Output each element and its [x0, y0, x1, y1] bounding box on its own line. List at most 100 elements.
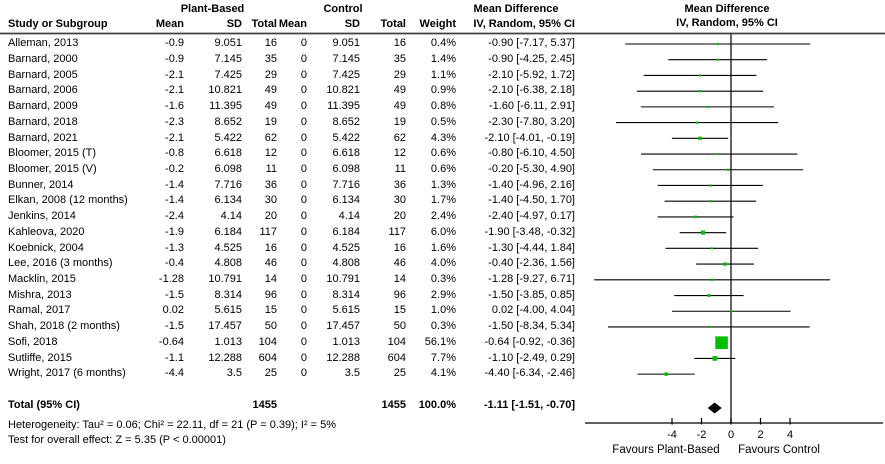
column-header-mean-difference-text: Mean Difference: [473, 3, 559, 15]
weight-value: 1.4%: [430, 52, 456, 65]
pb-total: 62: [264, 131, 277, 144]
effect-square: [700, 230, 706, 235]
pb-mean: -1.3: [165, 241, 184, 254]
pb-mean: -1.5: [165, 288, 184, 301]
heterogeneity-stats: Heterogeneity: Tau² = 0.06; Chi² = 22.11…: [8, 419, 337, 431]
ctrl-sd: 4.14: [338, 210, 360, 223]
pb-mean: -0.4: [165, 257, 184, 270]
ctrl-total: 29: [393, 68, 406, 81]
weight-value: 1.6%: [430, 241, 456, 254]
study-row: Wright, 2017 (6 months) -4.4 3.5 25 0 3.5 25 4.…: [8, 366, 575, 382]
ctrl-mean: 0: [300, 115, 307, 128]
ctrl-mean: 0: [300, 288, 307, 301]
pb-total: 19: [264, 115, 277, 128]
ci-text: -1.28 [-9.27, 6.71]: [488, 272, 575, 285]
ci-text: -0.40 [-2.36, 1.56]: [488, 257, 575, 270]
axis-tick-label: 0: [728, 429, 734, 441]
ctrl-sd: 8.652: [332, 115, 360, 128]
ctrl-sd: 7.425: [332, 68, 360, 81]
ctrl-total: 16: [393, 37, 406, 50]
ci-text: -1.60 [-6.11, 2.91]: [488, 100, 575, 113]
pb-total: 25: [264, 367, 277, 380]
ci-text: -1.40 [-4.50, 1.70]: [488, 194, 575, 207]
ci-text: -0.80 [-6.10, 4.50]: [488, 147, 575, 160]
ctrl-sd: 5.615: [332, 304, 360, 317]
weight-value: 0.8%: [430, 100, 456, 113]
pb-sd: 8.314: [214, 288, 242, 301]
total-row: Total (95% CI) 1455 1455 100.0% -1.11 [-…: [8, 398, 575, 414]
ctrl-total: 604: [387, 351, 406, 364]
ctrl-sd: 5.422: [332, 131, 360, 144]
pb-total: 49: [264, 100, 277, 113]
pb-sd: 6.098: [214, 162, 242, 175]
ctrl-sd: 3.5: [344, 367, 360, 380]
ctrl-sd: 12.288: [326, 351, 360, 364]
weight-value: 0.3%: [430, 272, 456, 285]
ctrl-mean: 0: [300, 178, 307, 191]
total-weight: 100.0%: [418, 399, 456, 411]
pb-sd: 12.288: [208, 351, 242, 364]
pb-sd: 5.615: [214, 304, 242, 317]
effect-square: [716, 42, 719, 46]
weight-value: 4.3%: [430, 131, 456, 144]
weight-value: 0.3%: [430, 320, 456, 333]
ctrl-sd: 7.145: [332, 52, 360, 65]
pb-total: 14: [264, 272, 277, 285]
weight-value: 0.6%: [430, 162, 456, 175]
ctrl-mean: 0: [300, 257, 307, 270]
pb-sd: 5.422: [214, 131, 242, 144]
ctrl-sd: 6.184: [332, 225, 360, 238]
study-label: Lee, 2016 (3 months): [8, 257, 113, 270]
ci-text: -0.64 [-0.92, -0.36]: [484, 335, 576, 348]
weight-value: 1.0%: [430, 304, 456, 317]
ctrl-mean: 0: [300, 320, 307, 333]
pb-mean: -1.4: [165, 194, 184, 207]
group-header-plant-based: Plant-Based: [180, 3, 245, 15]
study-label: Bloomer, 2015 (V): [8, 162, 97, 175]
weight-value: 1.7%: [430, 194, 456, 207]
axis-tick-label: -4: [667, 429, 677, 441]
ctrl-sd: 1.013: [332, 335, 360, 348]
effect-square: [711, 278, 714, 281]
ctrl-total: 11: [394, 162, 406, 175]
study-label: Barnard, 2021: [8, 131, 78, 144]
table-header-row: Study or Subgroup Mean SD Total Mean SD …: [8, 17, 575, 33]
col-pb-sd: SD: [226, 18, 242, 30]
col-ctrl-mean: Mean: [278, 18, 307, 30]
pb-sd: 4.808: [214, 257, 242, 270]
ctrl-sd: 17.457: [326, 320, 360, 333]
pb-mean: -1.5: [165, 320, 184, 333]
ctrl-total: 50: [393, 320, 406, 333]
ctrl-mean: 0: [300, 52, 307, 65]
pb-mean: -1.4: [165, 178, 184, 191]
study-label: Jenkins, 2014: [8, 210, 76, 223]
ctrl-total: 117: [388, 225, 406, 238]
ci-text: -0.20 [-5.30, 4.90]: [488, 162, 575, 175]
pb-total: 117: [259, 225, 277, 238]
study-label: Shah, 2018 (2 months): [8, 320, 120, 333]
effect-square: [707, 325, 710, 329]
ctrl-sd: 10.791: [326, 272, 360, 285]
ctrl-mean: 0: [300, 210, 307, 223]
ctrl-sd: 8.314: [332, 288, 360, 301]
effect-square: [726, 168, 730, 171]
pb-mean: -1.6: [165, 100, 184, 113]
study-table-body: Alleman, 2013 -0.9 9.051 16 0 9.051 16 0.4% -0.9…: [8, 36, 575, 382]
study-label: Kahleova, 2020: [8, 225, 85, 238]
pb-total: 12: [264, 147, 277, 160]
pb-total: 96: [264, 288, 277, 301]
ctrl-sd: 6.618: [332, 147, 360, 160]
ctrl-total: 62: [393, 131, 406, 144]
weight-value: 1.1%: [430, 68, 456, 81]
ci-text: -2.10 [-6.38, 2.18]: [488, 84, 575, 97]
ctrl-sd: 4.808: [332, 257, 360, 270]
pb-mean: -1.1: [165, 351, 184, 364]
effect-square: [664, 372, 668, 376]
ctrl-mean: 0: [300, 100, 307, 113]
ci-text: -0.90 [-4.25, 2.45]: [488, 52, 575, 65]
study-label: Barnard, 2006: [8, 84, 78, 97]
pb-total: 30: [264, 194, 277, 207]
study-row: Barnard, 2018 -2.3 8.652 19 0 8.652 19 0.5% -2.3…: [8, 115, 575, 131]
